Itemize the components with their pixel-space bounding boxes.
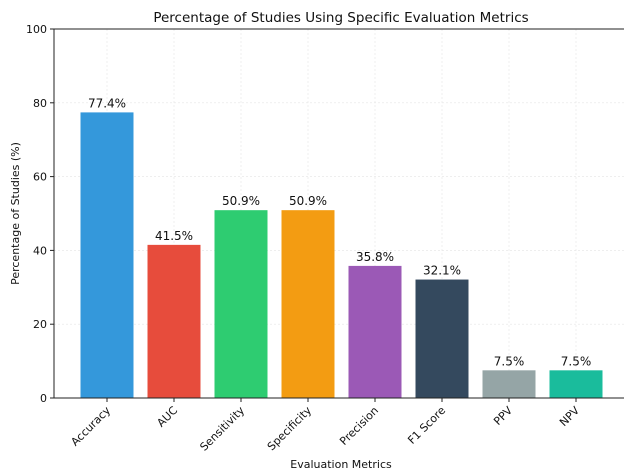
y-axis-label: Percentage of Studies (%)	[9, 142, 22, 285]
bar-npv	[549, 370, 603, 398]
x-tick-label: F1 Score	[405, 404, 448, 447]
x-tick-label: Precision	[337, 404, 381, 448]
bars	[80, 112, 603, 399]
x-tick-label: Accuracy	[68, 404, 113, 449]
data-label: 77.4%	[88, 96, 126, 110]
data-label: 50.9%	[289, 194, 327, 208]
plot-frame	[53, 28, 624, 399]
x-tick-label: PPV	[491, 404, 515, 428]
data-label: 7.5%	[561, 354, 592, 368]
chart-title: Percentage of Studies Using Specific Eva…	[153, 10, 528, 26]
bar-specificity	[281, 210, 335, 398]
data-label: 41.5%	[155, 229, 193, 243]
data-label: 50.9%	[222, 194, 260, 208]
y-axis: 0 20 40 60 80 100	[26, 23, 54, 405]
y-tick-label: 20	[33, 318, 47, 331]
bar-auc	[147, 244, 201, 398]
x-tick-label: NPV	[557, 404, 582, 429]
x-tick-label: AUC	[154, 404, 180, 430]
x-axis-label: Evaluation Metrics	[290, 458, 392, 471]
gridlines	[54, 28, 624, 399]
y-tick-label: 40	[33, 244, 47, 257]
x-axis: Accuracy AUC Sensitivity Specificity Precisi…	[68, 398, 582, 454]
bar-accuracy	[80, 112, 134, 399]
x-tick-label: Sensitivity	[197, 404, 247, 454]
data-labels: 77.4% 41.5% 50.9% 50.9% 35.8% 32.1% 7.5% 7.5%	[88, 96, 591, 368]
y-tick-label: 0	[40, 392, 47, 405]
bar-precision	[348, 265, 402, 398]
bar-f1-score	[415, 279, 469, 398]
data-label: 32.1%	[423, 264, 461, 278]
x-tick-label: Specificity	[265, 404, 315, 454]
y-tick-label: 100	[26, 23, 47, 36]
data-label: 35.8%	[356, 250, 394, 264]
bar-ppv	[482, 370, 536, 398]
data-label: 7.5%	[494, 354, 525, 368]
y-tick-label: 60	[33, 171, 47, 184]
y-tick-label: 80	[33, 97, 47, 110]
bar-sensitivity	[214, 210, 268, 398]
